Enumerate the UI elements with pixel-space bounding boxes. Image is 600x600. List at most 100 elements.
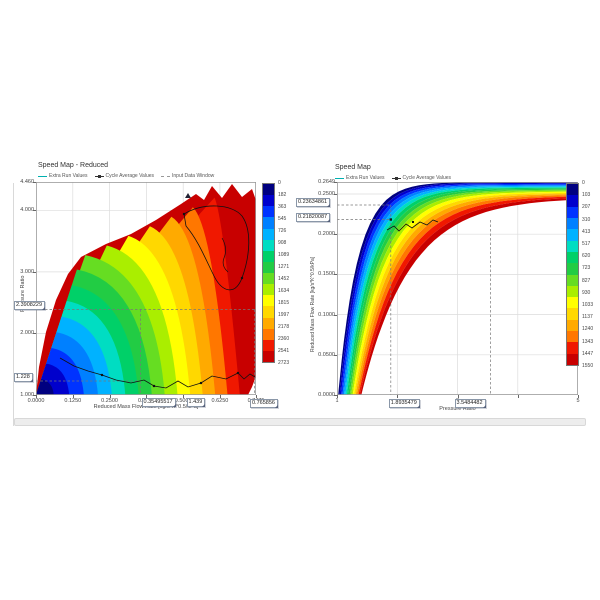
marker-tag-y-1-228[interactable]: 1.228 bbox=[14, 373, 33, 382]
x-tick-mark bbox=[256, 395, 257, 398]
x-tick-mark bbox=[109, 395, 111, 398]
colorbar-value: 2541 bbox=[278, 348, 290, 354]
marker-tag-y-2-39[interactable]: 2.3908229 bbox=[14, 301, 45, 311]
legend-label: Cycle Average Values bbox=[105, 173, 155, 179]
colorbar-value: 2723 bbox=[278, 360, 290, 366]
x-minor-tick-mark bbox=[517, 395, 519, 398]
colorbar-value: 1550 bbox=[582, 363, 594, 369]
y-tick-label: 0.1000 bbox=[318, 311, 335, 318]
left-plot-area[interactable] bbox=[36, 182, 256, 395]
x-tick-label: 0.5000 bbox=[174, 398, 192, 404]
legend-item-extra-run: Extra Run Values bbox=[38, 173, 88, 179]
legend-item-cycle-average: Cycle Average Values bbox=[391, 175, 452, 181]
x-tick-label: 0.1250 bbox=[64, 398, 82, 404]
y-tick-mark bbox=[33, 333, 36, 335]
colorbar-value: 207 bbox=[582, 204, 591, 211]
line-sample-icon bbox=[335, 177, 344, 179]
colorbar-value: 517 bbox=[582, 241, 591, 247]
colorbar-value: 1447 bbox=[582, 350, 594, 357]
y-tick-mark bbox=[334, 274, 337, 276]
colorbar-value: 1815 bbox=[278, 300, 290, 306]
colorbar-value: 1271 bbox=[278, 264, 290, 270]
colorbar-value: 1634 bbox=[278, 288, 290, 294]
y-tick-label: 0.0500 bbox=[318, 351, 335, 358]
colorbar-value: 2178 bbox=[278, 324, 290, 330]
y-tick-label: 0.2649 bbox=[318, 179, 335, 185]
x-tick-mark bbox=[36, 395, 37, 398]
colorbar-value: 723 bbox=[582, 265, 591, 272]
y-tick-mark bbox=[334, 234, 337, 236]
colorbar-value: 620 bbox=[582, 253, 591, 260]
legend-label: Input Data Window bbox=[172, 173, 215, 179]
right-chart-title: Speed Map bbox=[335, 164, 371, 171]
colorbar-value: 1452 bbox=[278, 276, 290, 282]
right-plot-area[interactable] bbox=[337, 182, 578, 395]
y-tick-mark bbox=[33, 210, 36, 212]
colorbar-value: 0 bbox=[582, 180, 585, 186]
x-tick-mark bbox=[457, 395, 459, 398]
line-marker-sample-icon bbox=[391, 176, 401, 180]
window-edge-left bbox=[13, 183, 14, 426]
colorbar-value: 930 bbox=[582, 289, 591, 296]
colorbar-value: 182 bbox=[278, 192, 287, 198]
y-tick-label: 0.2000 bbox=[318, 231, 335, 238]
y-tick-mark bbox=[33, 271, 36, 273]
x-tick-label: 0.6250 bbox=[211, 398, 229, 404]
x-tick-mark bbox=[72, 395, 74, 398]
marker-tag-y-0-236[interactable]: 0.23634861 bbox=[296, 198, 331, 207]
left-colorbar bbox=[262, 183, 275, 363]
legend-label: Cycle Average Values bbox=[402, 175, 452, 181]
y-tick-mark bbox=[334, 395, 337, 396]
x-tick-mark bbox=[578, 395, 579, 398]
left-x-axis-title: Reduced Mass Flow Rate [kg/s*K^0.5/kPa] bbox=[93, 404, 199, 410]
x-minor-tick-mark bbox=[397, 395, 399, 398]
colorbar-value: 1997 bbox=[278, 312, 290, 318]
bottom-scrollbar[interactable] bbox=[14, 418, 586, 426]
legend-item-extra-run: Extra Run Values bbox=[335, 175, 385, 181]
x-tick-mark bbox=[337, 395, 338, 398]
y-tick-label: 1.000 bbox=[20, 392, 34, 398]
legend-item-cycle-average: Cycle Average Values bbox=[94, 173, 155, 179]
colorbar-value: 908 bbox=[278, 240, 287, 246]
x-tick-mark bbox=[183, 395, 185, 398]
y-tick-label: 2.000 bbox=[20, 330, 34, 337]
y-tick-mark bbox=[334, 354, 337, 356]
colorbar-value: 0 bbox=[278, 180, 281, 186]
y-tick-label: 4.460 bbox=[20, 179, 34, 185]
y-tick-label: 0.0000 bbox=[318, 392, 335, 398]
y-tick-label: 3.000 bbox=[20, 268, 34, 275]
right-colorbar bbox=[566, 183, 579, 366]
marker-tag-y-0-218[interactable]: 0.21820087 bbox=[296, 212, 331, 222]
colorbar-value: 827 bbox=[582, 277, 591, 284]
marker-tag-x-0-354[interactable]: 0.35495517 bbox=[141, 398, 176, 407]
colorbar-value: 1033 bbox=[582, 302, 594, 308]
dashed-line-sample-icon bbox=[161, 175, 171, 177]
line-marker-sample-icon bbox=[94, 174, 104, 178]
left-chart-title: Speed Map - Reduced bbox=[38, 162, 109, 169]
x-tick-label: 5 bbox=[576, 398, 580, 404]
marker-tag-x-1-89[interactable]: 1.8935479 bbox=[388, 399, 420, 408]
y-tick-mark bbox=[33, 395, 36, 396]
left-chart-legend: Extra Run Values Cycle Average Values In… bbox=[38, 173, 214, 179]
colorbar-value: 310 bbox=[582, 216, 591, 223]
y-tick-label: 0.2500 bbox=[318, 190, 335, 197]
colorbar-value: 545 bbox=[278, 216, 287, 222]
y-tick-label: 0.1500 bbox=[318, 271, 335, 278]
marker-tag-x-3-54[interactable]: 3.5484482 bbox=[454, 399, 486, 408]
x-tick-mark bbox=[146, 395, 148, 398]
legend-item-input-data-window: Input Data Window bbox=[161, 173, 214, 179]
x-tick-mark bbox=[219, 395, 221, 398]
marker-tag-1-439[interactable]: 1.439 bbox=[186, 398, 206, 407]
x-tick-label: 0.0000 bbox=[27, 398, 45, 404]
colorbar-value: 1240 bbox=[582, 326, 594, 333]
y-tick-mark bbox=[33, 182, 36, 183]
colorbar-value: 413 bbox=[582, 228, 591, 235]
colorbar-value: 1089 bbox=[278, 252, 290, 258]
colorbar-value: 726 bbox=[278, 228, 287, 234]
colorbar-value: 1343 bbox=[582, 338, 594, 345]
colorbar-value: 2360 bbox=[278, 336, 290, 342]
marker-tag-x-0-765[interactable]: 0.765856 bbox=[250, 399, 278, 408]
y-tick-label: 4.000 bbox=[20, 207, 34, 214]
